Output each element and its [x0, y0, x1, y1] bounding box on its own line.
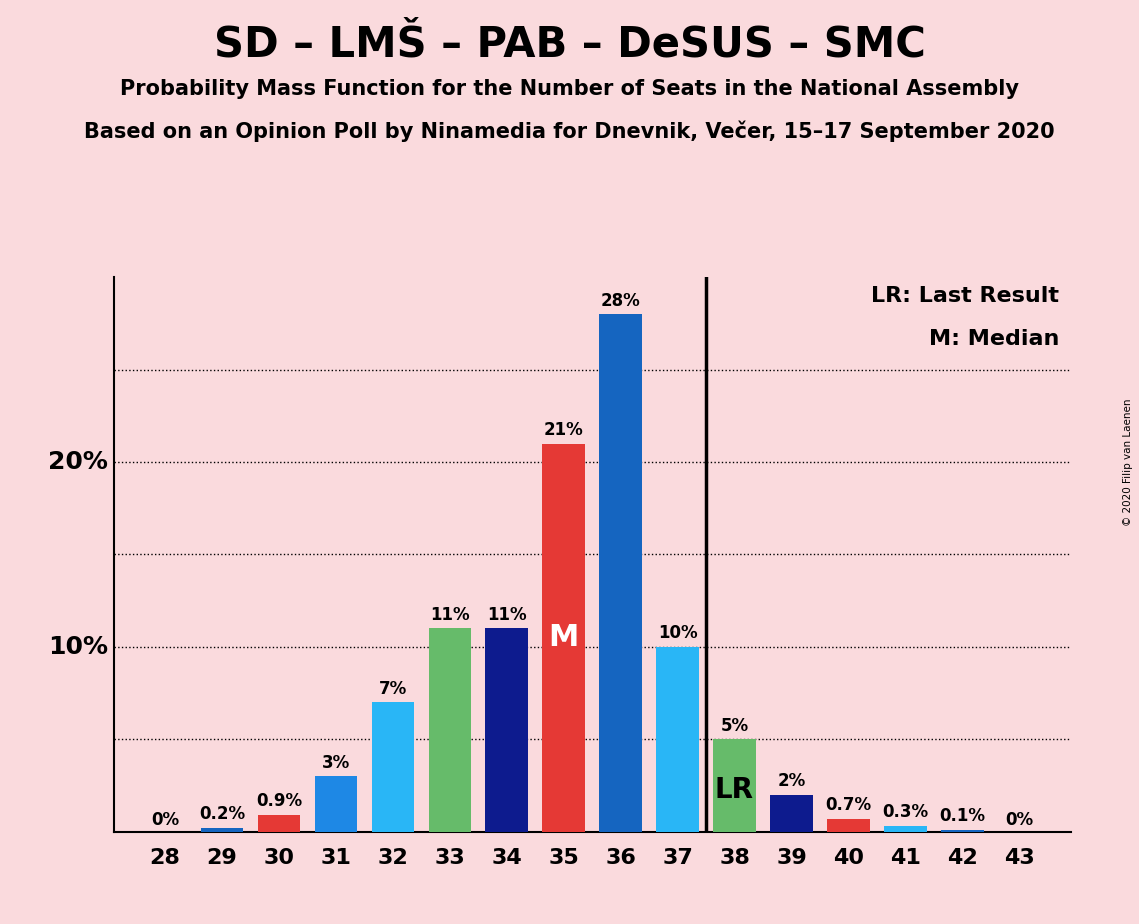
Bar [314, 776, 358, 832]
Bar [428, 628, 472, 832]
Bar [371, 702, 415, 832]
Text: 0.3%: 0.3% [883, 804, 928, 821]
Text: 10%: 10% [658, 625, 697, 642]
Text: M: M [549, 623, 579, 652]
Text: 11%: 11% [431, 606, 469, 624]
Text: LR: LR [715, 776, 754, 804]
Text: 0.7%: 0.7% [826, 796, 871, 814]
Bar [656, 647, 699, 832]
Bar [827, 819, 870, 832]
Bar [770, 795, 813, 832]
Text: 0.2%: 0.2% [199, 806, 245, 823]
Text: 0%: 0% [151, 811, 179, 829]
Text: LR: Last Result: LR: Last Result [871, 286, 1059, 307]
Text: Probability Mass Function for the Number of Seats in the National Assembly: Probability Mass Function for the Number… [120, 79, 1019, 99]
Bar [941, 830, 984, 832]
Bar [884, 826, 927, 832]
Text: 0%: 0% [1006, 811, 1033, 829]
Text: 28%: 28% [601, 292, 640, 310]
Text: 21%: 21% [544, 421, 583, 439]
Bar [713, 739, 756, 832]
Text: 0.9%: 0.9% [256, 793, 302, 810]
Bar [200, 828, 244, 832]
Text: Based on an Opinion Poll by Ninamedia for Dnevnik, Večer, 15–17 September 2020: Based on an Opinion Poll by Ninamedia fo… [84, 120, 1055, 141]
Text: 10%: 10% [48, 635, 108, 659]
Text: 11%: 11% [487, 606, 526, 624]
Bar [257, 815, 301, 832]
Text: 20%: 20% [48, 450, 108, 474]
Text: 0.1%: 0.1% [940, 808, 985, 825]
Bar [485, 628, 528, 832]
Text: SD – LMŠ – PAB – DeSUS – SMC: SD – LMŠ – PAB – DeSUS – SMC [214, 23, 925, 65]
Text: 5%: 5% [721, 717, 748, 735]
Text: 3%: 3% [322, 754, 350, 772]
Text: © 2020 Filip van Laenen: © 2020 Filip van Laenen [1123, 398, 1132, 526]
Text: M: Median: M: Median [929, 329, 1059, 349]
Bar [599, 314, 642, 832]
Text: 7%: 7% [379, 680, 407, 698]
Text: 2%: 2% [778, 772, 805, 790]
Bar [542, 444, 585, 832]
